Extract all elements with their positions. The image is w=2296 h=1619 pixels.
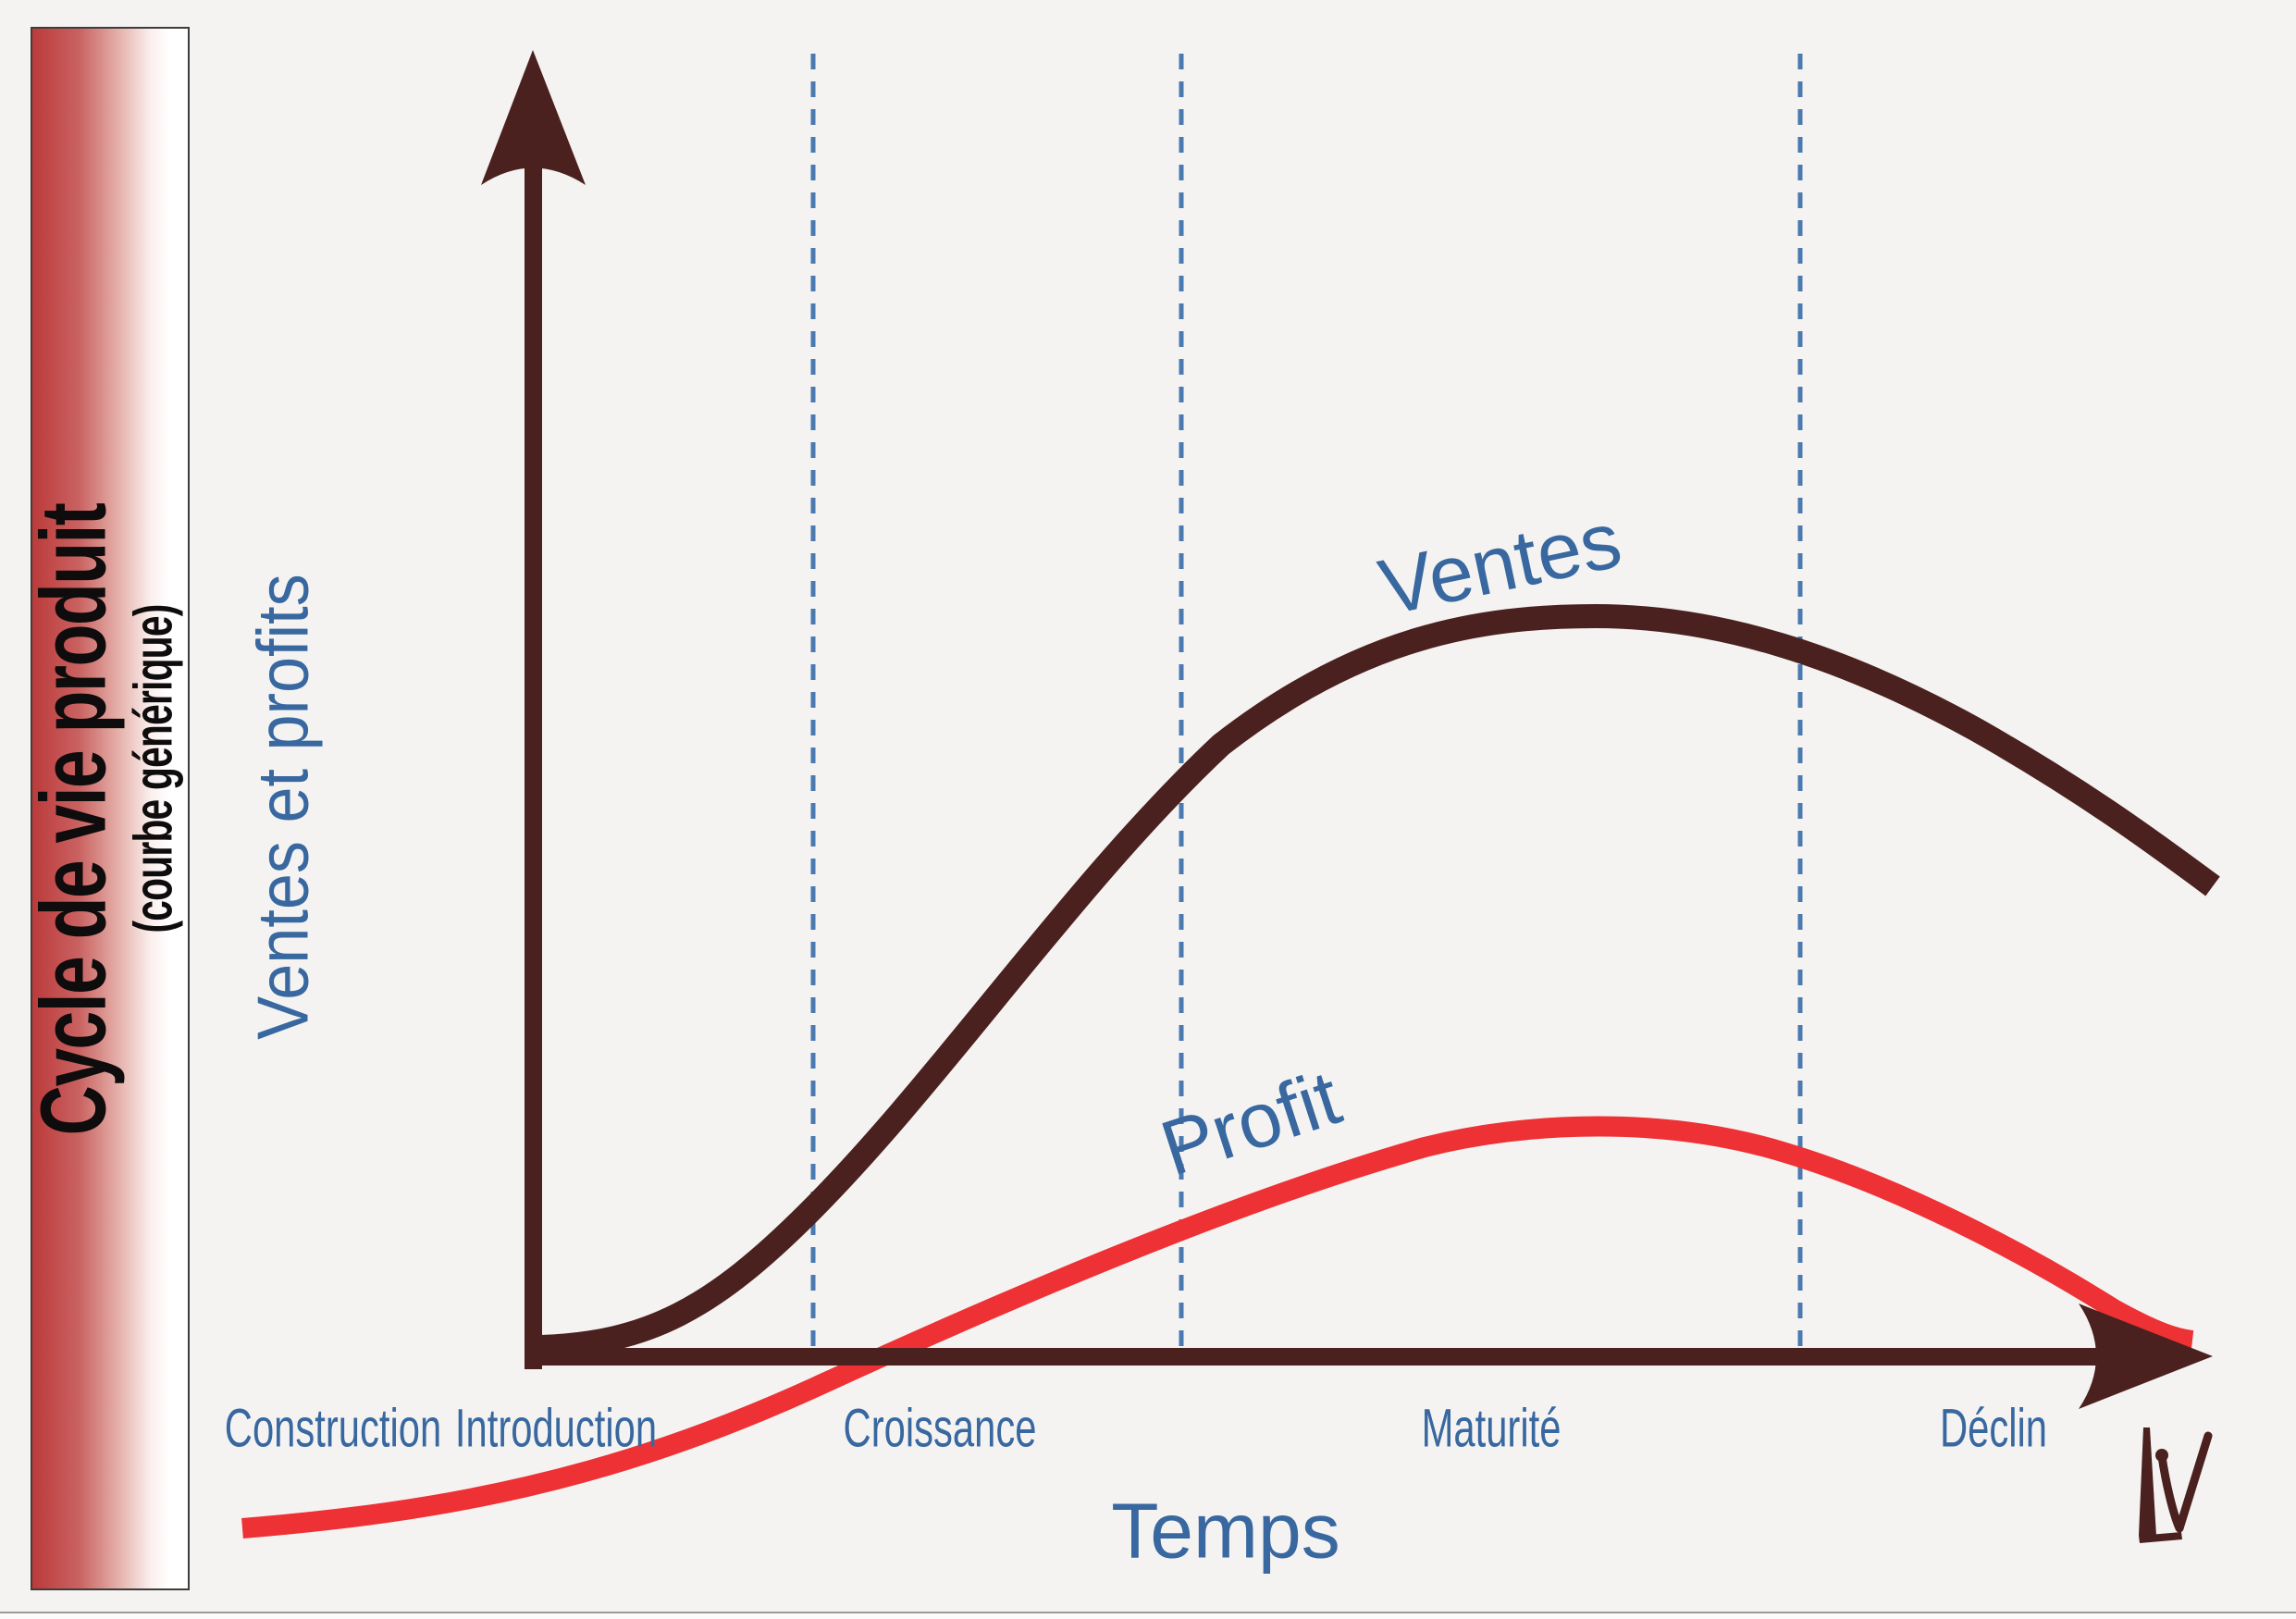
- lv-logo: [2139, 1427, 2213, 1543]
- phase-label-introduction: Introduction: [454, 1398, 658, 1459]
- bottom-edge-strip: [0, 1613, 2296, 1619]
- profit-curve: [241, 1116, 2194, 1539]
- title-sidebar: [31, 27, 190, 1590]
- diagram-subtitle: (courbe générique): [123, 604, 184, 933]
- diagram-title: Cycle de vie produit: [21, 503, 126, 1136]
- x-axis-arrow-icon: [2079, 1304, 2213, 1409]
- x-axis-label: Temps: [1111, 1487, 1340, 1575]
- sales-curve: [540, 603, 2220, 1359]
- phase-label-construction: Construction: [224, 1398, 442, 1459]
- phase-label-declin: Déclin: [1939, 1398, 2048, 1459]
- phase-label-maturite: Maturité: [1421, 1398, 1562, 1459]
- y-axis-label: Ventes et profits: [241, 574, 324, 1040]
- phase-label-croissance: Croissance: [843, 1398, 1037, 1459]
- y-axis-arrow-icon: [481, 50, 586, 185]
- y-axis: [525, 148, 542, 1369]
- x-axis: [525, 1348, 2114, 1366]
- bottom-edge-line: [0, 1612, 2296, 1613]
